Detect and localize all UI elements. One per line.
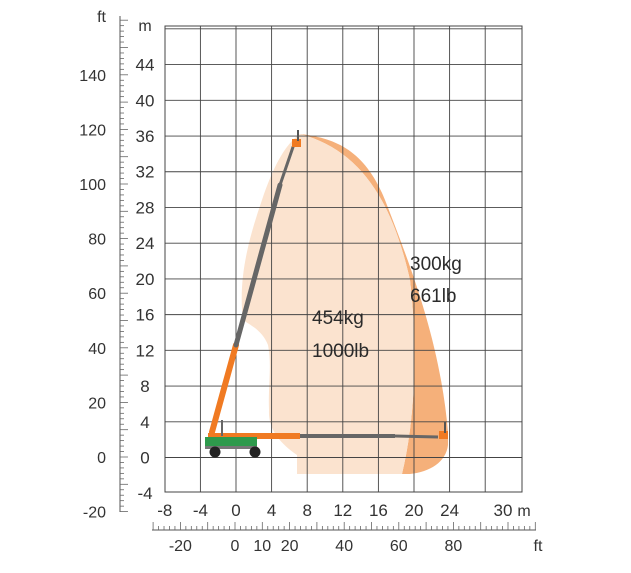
m-axis-tick-label: 40	[136, 91, 155, 110]
outer-capacity-zone	[300, 134, 448, 474]
m-axis-tick-label: 44	[136, 56, 155, 75]
m-bottom-tick-label: -4	[193, 501, 208, 520]
wheel-icon	[209, 446, 221, 458]
ft-axis-tick-label: 40	[88, 341, 106, 358]
ft-bottom-tick-label: 20	[281, 538, 299, 555]
m-axis-tick-label: 32	[136, 163, 155, 182]
outer-capacity-kg: 300kg	[410, 254, 462, 275]
outer-capacity-lb: 661lb	[410, 286, 457, 307]
inner-capacity-kg: 454kg	[312, 308, 364, 329]
jib-raised	[278, 145, 295, 187]
m-axis-tick-label: 4	[140, 413, 149, 432]
ft-bottom-unit: ft	[534, 538, 543, 555]
m-bottom-tick-label: 12	[333, 501, 352, 520]
ft-bottom-tick-label: 0	[231, 538, 240, 555]
upper-boom-raised	[233, 182, 283, 348]
m-axis-unit: m	[138, 18, 151, 35]
inner-capacity-lb: 1000lb	[312, 341, 369, 362]
chassis	[205, 437, 257, 446]
m-axis-tick-label: 12	[136, 341, 155, 360]
lower-boom	[209, 342, 239, 435]
wheel-icon	[249, 446, 261, 458]
m-axis-tick-label: 28	[136, 198, 155, 217]
inner-capacity-zone	[241, 134, 415, 474]
m-axis-tick-label: 16	[136, 306, 155, 325]
m-bottom-tick-label: 30	[494, 501, 513, 520]
axes: 444036322824201612840-4m1401201008060402…	[79, 9, 543, 555]
jib-horizontal	[394, 434, 439, 439]
ft-bottom-tick-label: 80	[445, 538, 463, 555]
ft-axis-unit: ft	[97, 9, 106, 26]
grid-frame	[164, 25, 523, 493]
ft-axis-tick-label: 20	[88, 395, 106, 412]
m-bottom-tick-label: 24	[440, 501, 459, 520]
ft-bottom-tick-label: -20	[169, 538, 192, 555]
m-axis-tick-label: 36	[136, 127, 155, 146]
ft-axis-tick-label: 80	[88, 232, 106, 249]
basket-icon	[439, 422, 448, 439]
m-bottom-tick-label: 8	[302, 501, 311, 520]
m-axis-tick-label: 20	[136, 270, 155, 289]
m-bottom-tick-label: -8	[157, 501, 172, 520]
grid-lines	[164, 25, 523, 493]
m-bottom-tick-label: 0	[231, 501, 240, 520]
m-axis-tick-label: -4	[137, 484, 152, 503]
lift-machine	[205, 130, 448, 458]
ft-bottom-tick-label: 40	[335, 538, 353, 555]
m-axis-tick-label: 0	[140, 449, 149, 468]
ft-axis-tick-label: 120	[79, 122, 106, 139]
m-bottom-tick-label: 4	[267, 501, 276, 520]
ft-bottom-tick-label: 10	[253, 538, 271, 555]
ft-axis-tick-label: 60	[88, 286, 106, 303]
m-bottom-unit: m	[517, 503, 530, 520]
ft-axis-tick-label: 100	[79, 177, 106, 194]
ft-axis-tick-label: -20	[83, 505, 106, 522]
m-bottom-tick-label: 20	[405, 501, 424, 520]
basket-icon	[292, 130, 301, 147]
m-axis-tick-label: 24	[136, 234, 155, 253]
ft-axis-tick-label: 140	[79, 68, 106, 85]
m-bottom-tick-label: 16	[369, 501, 388, 520]
m-axis-tick-label: 8	[140, 377, 149, 396]
ft-bottom-tick-label: 60	[390, 538, 408, 555]
ft-axis-tick-label: 0	[97, 450, 106, 467]
